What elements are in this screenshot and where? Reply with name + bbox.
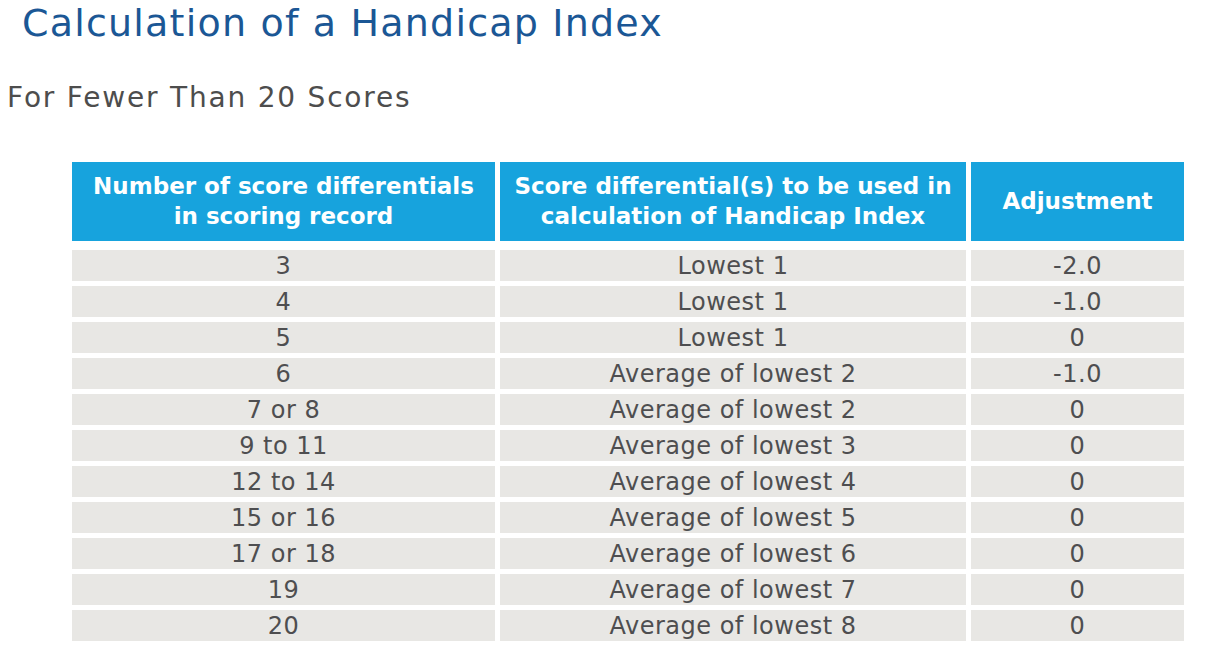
cell-used: Average of lowest 6 — [500, 538, 966, 569]
table-body: 3Lowest 1-2.04Lowest 1-1.05Lowest 106Ave… — [72, 250, 1184, 641]
cell-adjustment: 0 — [971, 466, 1184, 497]
cell-used: Average of lowest 2 — [500, 358, 966, 389]
cell-used: Lowest 1 — [500, 322, 966, 353]
cell-adjustment: -1.0 — [971, 358, 1184, 389]
cell-count: 3 — [72, 250, 495, 281]
cell-count: 15 or 16 — [72, 502, 495, 533]
cell-used: Average of lowest 7 — [500, 574, 966, 605]
col-header-adjustment: Adjustment — [971, 162, 1184, 241]
cell-used: Average of lowest 5 — [500, 502, 966, 533]
cell-used: Average of lowest 4 — [500, 466, 966, 497]
subtitle: For Fewer Than 20 Scores — [7, 81, 411, 114]
cell-adjustment: -2.0 — [971, 250, 1184, 281]
cell-count: 7 or 8 — [72, 394, 495, 425]
cell-adjustment: -1.0 — [971, 286, 1184, 317]
cell-adjustment: 0 — [971, 430, 1184, 461]
page-title: Calculation of a Handicap Index — [22, 1, 663, 45]
cell-count: 17 or 18 — [72, 538, 495, 569]
cell-used: Average of lowest 3 — [500, 430, 966, 461]
cell-used: Average of lowest 2 — [500, 394, 966, 425]
cell-adjustment: 0 — [971, 394, 1184, 425]
col-header-score-differentials-used: Score differential(s) to be used in calc… — [500, 162, 966, 241]
cell-adjustment: 0 — [971, 502, 1184, 533]
cell-adjustment: 0 — [971, 322, 1184, 353]
cell-adjustment: 0 — [971, 610, 1184, 641]
col-header-score-differentials-count: Number of score differentials in scoring… — [72, 162, 495, 241]
cell-count: 19 — [72, 574, 495, 605]
cell-count: 6 — [72, 358, 495, 389]
cell-count: 20 — [72, 610, 495, 641]
handicap-table: Number of score differentials in scoring… — [72, 162, 1184, 641]
cell-adjustment: 0 — [971, 574, 1184, 605]
cell-count: 5 — [72, 322, 495, 353]
cell-used: Average of lowest 8 — [500, 610, 966, 641]
cell-count: 12 to 14 — [72, 466, 495, 497]
cell-used: Lowest 1 — [500, 286, 966, 317]
table-header-row: Number of score differentials in scoring… — [72, 162, 1184, 241]
cell-used: Lowest 1 — [500, 250, 966, 281]
cell-adjustment: 0 — [971, 538, 1184, 569]
cell-count: 9 to 11 — [72, 430, 495, 461]
cell-count: 4 — [72, 286, 495, 317]
